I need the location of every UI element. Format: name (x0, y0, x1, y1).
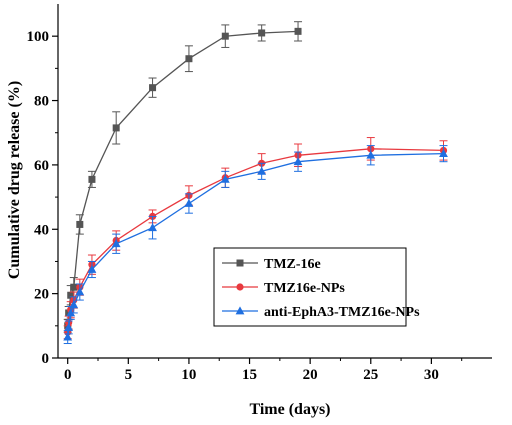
data-point (220, 174, 230, 183)
data-point (112, 124, 120, 132)
data-point (76, 220, 84, 228)
data-point (148, 223, 157, 232)
data-point (67, 291, 75, 299)
data-point (439, 149, 448, 158)
x-tick-label: 5 (125, 367, 133, 383)
data-point (75, 287, 85, 296)
data-point (293, 157, 303, 166)
legend-item-3: anti-EphA3-TMZ16e-NPs (222, 305, 420, 320)
data-point (88, 175, 96, 183)
x-axis-label: Time (days) (249, 401, 330, 418)
legend-label: anti-EphA3-TMZ16e-NPs (264, 305, 420, 320)
data-point (221, 32, 229, 40)
data-point (69, 300, 79, 309)
data-point (258, 29, 266, 37)
x-tick-label: 25 (363, 367, 378, 383)
data-point (257, 166, 267, 175)
legend-marker (236, 283, 244, 291)
data-point (64, 322, 74, 331)
series-3 (63, 145, 448, 345)
y-axis-label: Cumulative drug release (%) (6, 81, 23, 279)
legend: TMZ-16e TMZ16e-NPs anti-EphA3-TMZ16e-NPs (213, 247, 420, 327)
legend-item-1: TMZ-16e (222, 257, 321, 272)
legend-marker (235, 306, 245, 315)
y-tick-label: 0 (42, 351, 50, 367)
x-tick-label: 20 (303, 367, 318, 383)
x-tick-label: 10 (181, 367, 196, 383)
legend-marker (236, 259, 244, 267)
data-point (366, 150, 376, 159)
y-tick-label: 80 (34, 94, 49, 110)
plot-series (63, 21, 448, 345)
x-tick-label: 30 (424, 367, 439, 383)
data-point (111, 239, 121, 248)
data-point (63, 332, 73, 341)
axes: 0 5 10 15 20 25 30 0 20 40 60 80 100 (27, 4, 492, 383)
x-tick-label: 0 (64, 367, 72, 383)
y-tick-label: 60 (34, 158, 49, 174)
y-tick-label: 40 (34, 222, 49, 238)
legend-label: TMZ16e-NPs (264, 281, 345, 296)
data-point (185, 55, 193, 63)
data-point (70, 283, 78, 291)
data-point (87, 264, 97, 273)
data-point (66, 308, 76, 317)
data-point (294, 27, 302, 35)
legend-item-2: TMZ16e-NPs (222, 281, 345, 296)
y-tick-label: 20 (34, 287, 49, 303)
legend-label: TMZ-16e (264, 257, 321, 272)
y-tick-label: 100 (27, 29, 50, 45)
data-point (149, 84, 157, 92)
data-point (184, 198, 194, 207)
x-tick-label: 15 (242, 367, 257, 383)
